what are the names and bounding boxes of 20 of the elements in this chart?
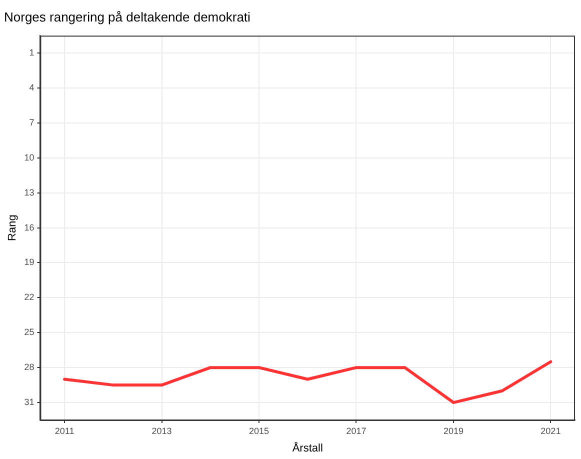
y-tick-label: 1 [29,48,34,58]
y-tick-label: 10 [24,152,34,162]
y-tick-label: 7 [29,117,34,128]
x-tick-label: 2021 [540,426,561,436]
x-tick-label: 2017 [346,426,366,436]
y-tick-label: 28 [24,362,34,372]
x-tick-label: 2013 [152,426,172,436]
y-tick-label: 19 [24,257,34,268]
y-tick-label: 13 [24,187,34,198]
x-axis-title: Årstall [292,441,323,454]
x-tick-label: 2015 [248,426,270,436]
y-tick-label: 25 [24,327,34,338]
x-tick-label: 2011 [54,426,74,436]
y-tick-label: 4 [29,82,34,93]
y-tick-label: 16 [24,222,34,232]
y-tick-label: 31 [24,397,34,408]
chart-title: Norges rangering på deltakende demokrati [4,9,251,24]
y-tick-label: 22 [24,292,34,302]
x-tick-label: 2019 [443,426,464,436]
y-axis-title: Rang [6,214,19,241]
